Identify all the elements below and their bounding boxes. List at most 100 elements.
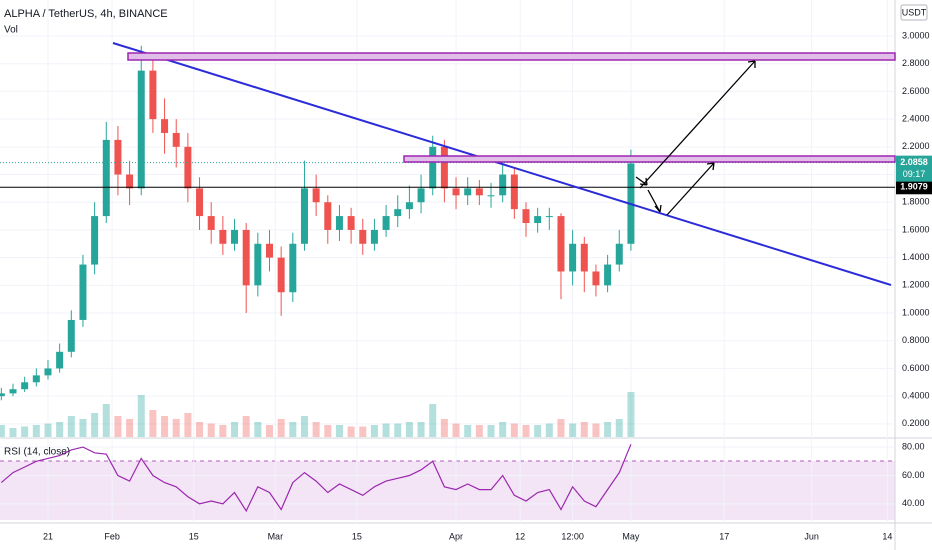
- volume-bar: [604, 422, 612, 437]
- candle-body: [522, 209, 530, 224]
- y-tick-label: 80.00: [902, 441, 925, 451]
- candle-body: [510, 174, 518, 210]
- volume-bar: [56, 422, 64, 437]
- y-tick-label: 1.6000: [902, 224, 930, 234]
- volume-bar: [242, 416, 250, 437]
- volume-bar: [592, 423, 600, 437]
- x-tick-label: 12: [515, 531, 525, 541]
- candle-body: [91, 216, 99, 265]
- candle-body: [219, 229, 227, 244]
- x-tick-label: 15: [352, 531, 362, 541]
- y-tick-label: 2.4000: [902, 113, 930, 123]
- level-badge: [896, 180, 932, 195]
- y-tick-label: 1.0000: [902, 307, 930, 317]
- candle-body: [557, 216, 565, 272]
- volume-bar: [534, 425, 542, 437]
- candle-body: [289, 243, 297, 293]
- candle-body: [487, 195, 495, 197]
- rsi-line: [0, 444, 632, 513]
- candle-body: [382, 216, 390, 230]
- resistance-zone: [403, 155, 896, 163]
- volume-bar: [312, 422, 320, 437]
- volume-bar: [417, 422, 425, 437]
- volume-bar: [32, 425, 40, 437]
- candle-body: [499, 174, 507, 196]
- volume-label: Vol: [4, 25, 18, 36]
- rsi-band: [0, 461, 895, 520]
- x-tick-label: Jun: [804, 531, 819, 541]
- volume-bar: [499, 422, 507, 437]
- volume-bar: [557, 419, 565, 437]
- candle-body: [0, 393, 5, 397]
- volume-bar: [569, 423, 577, 437]
- chart-title: ALPHA / TetherUS, 4h, BINANCE: [4, 8, 168, 20]
- candle-body: [254, 243, 262, 286]
- candle-body: [335, 216, 343, 230]
- candle-body: [370, 229, 378, 244]
- candle-body: [300, 188, 308, 244]
- y-tick-label: 0.8000: [902, 335, 930, 345]
- candle-body: [545, 216, 553, 218]
- volume-bar: [207, 423, 215, 437]
- level-label: 1.9079: [900, 182, 928, 192]
- volume-bar: [615, 419, 623, 437]
- volume-bar: [79, 419, 87, 437]
- x-tick-label: 14: [882, 531, 892, 541]
- candle-body: [429, 146, 437, 189]
- candle-body: [417, 188, 425, 203]
- candle-body: [440, 146, 448, 189]
- volume-bar: [347, 426, 355, 437]
- candle-body: [464, 188, 472, 196]
- y-tick-label: 2.2000: [902, 141, 930, 151]
- volume-bar: [429, 404, 437, 437]
- volume-bar: [580, 422, 588, 437]
- volume-bar: [172, 419, 180, 437]
- candle-body: [242, 229, 250, 286]
- volume-bar: [382, 423, 390, 437]
- volume-bar: [21, 426, 29, 437]
- volume-bar: [219, 425, 227, 437]
- volume-bar: [300, 416, 308, 437]
- candle-body: [114, 139, 122, 175]
- arrows: [635, 60, 756, 216]
- volume-bar: [44, 423, 52, 437]
- candle-body: [32, 375, 40, 383]
- volume-bar: [9, 428, 17, 437]
- volume-bar: [510, 423, 518, 437]
- y-tick-label: 0.4000: [902, 391, 930, 401]
- candle-body: [359, 229, 367, 244]
- y-tick-label: 1.8000: [902, 197, 930, 207]
- trendline: [112, 42, 892, 286]
- volume-bar: [161, 416, 169, 437]
- y-tick-label: 2.6000: [902, 86, 930, 96]
- volume-bar: [91, 413, 99, 437]
- volume-bar: [405, 422, 413, 437]
- candle-body: [604, 264, 612, 286]
- volume-bar: [102, 404, 110, 437]
- rsi-label: RSI (14, close): [4, 447, 70, 458]
- volume-bar: [277, 419, 285, 437]
- x-tick-label: 17: [719, 531, 729, 541]
- x-tick-label: Mar: [268, 531, 284, 541]
- y-tick-label: 1.2000: [902, 280, 930, 290]
- candle-body: [592, 271, 600, 286]
- last-price-badge: [896, 155, 932, 182]
- currency-badge[interactable]: [900, 4, 928, 21]
- y-tick-label: 60.00: [902, 470, 925, 480]
- candle-body: [265, 243, 273, 258]
- candle-body: [149, 70, 157, 120]
- candle-body: [126, 174, 134, 189]
- volume-bar: [545, 423, 553, 437]
- y-tick-label: 40.00: [902, 498, 925, 508]
- candle-body: [394, 209, 402, 217]
- x-tick-label: Apr: [449, 531, 463, 541]
- candle-body: [161, 119, 169, 133]
- resistance-zone: [127, 52, 896, 61]
- volume-bar: [359, 426, 367, 437]
- last-price-label: 2.0858: [900, 157, 928, 167]
- x-tick-label: May: [622, 531, 640, 541]
- x-tick-label: Feb: [104, 531, 120, 541]
- candle-body: [324, 202, 332, 230]
- volume-bar: [394, 423, 402, 437]
- candle-body: [231, 229, 239, 244]
